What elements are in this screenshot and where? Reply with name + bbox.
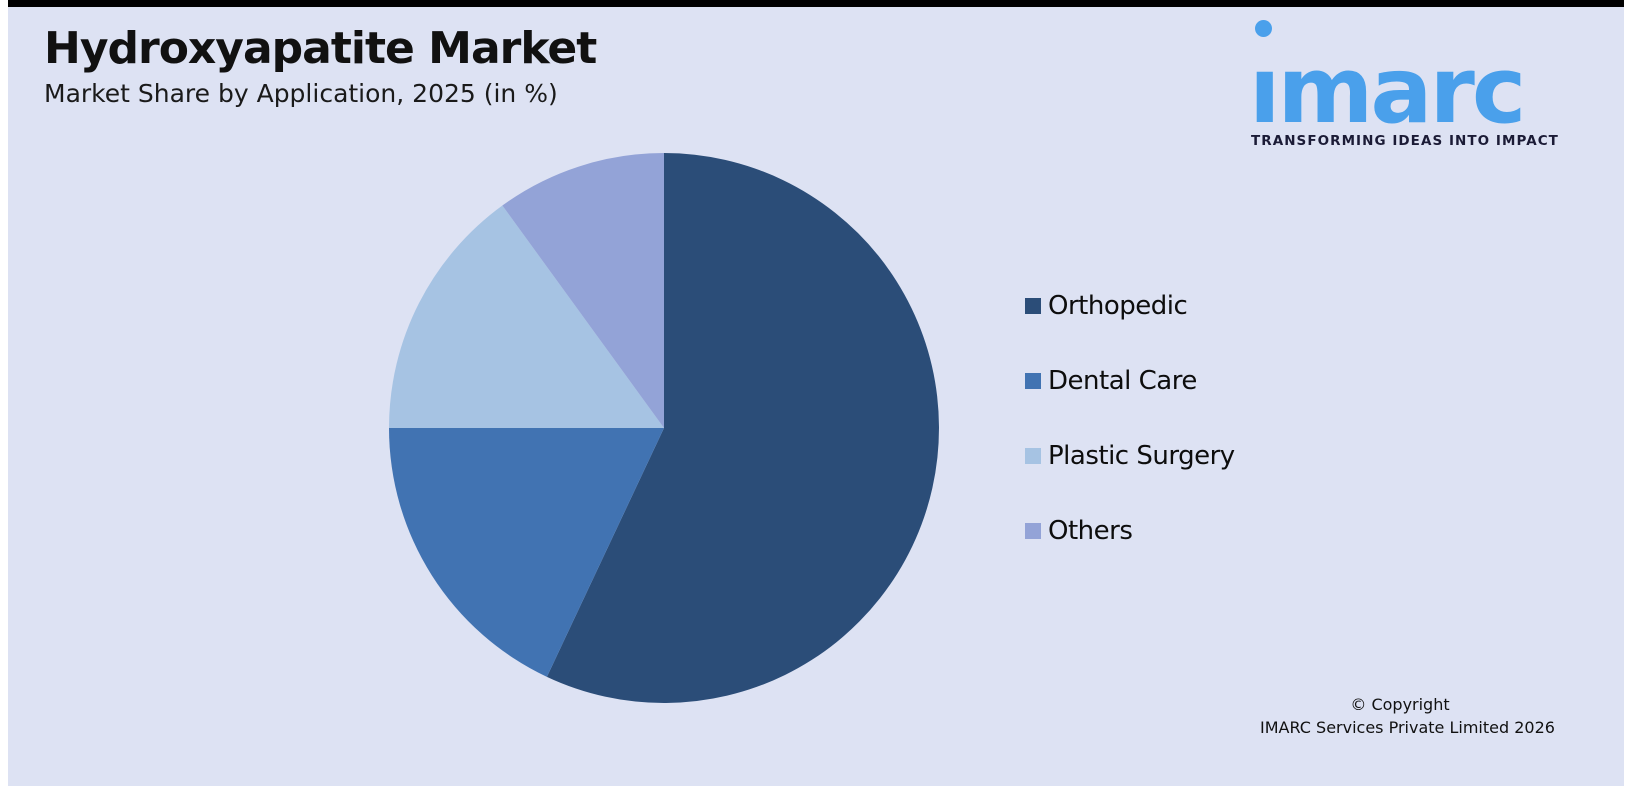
pie-slice-plastic-surgery <box>389 205 664 428</box>
imarc-logo: ımarc TRANSFORMING IDEAS INTO IMPACT <box>1248 19 1558 161</box>
legend-item-others: Others <box>1025 516 1235 546</box>
legend-swatch-orthopedic <box>1025 298 1041 314</box>
pie-slice-dental-care <box>389 428 664 677</box>
pie-chart <box>389 153 939 703</box>
legend-item-plastic-surgery: Plastic Surgery <box>1025 441 1235 471</box>
pie-slice-orthopedic <box>546 153 939 703</box>
legend-swatch-plastic-surgery <box>1025 448 1041 464</box>
legend-item-dental-care: Dental Care <box>1025 366 1235 396</box>
logo-wordmark: ımarc <box>1249 37 1526 144</box>
pie-slice-others <box>502 153 664 428</box>
legend-label: Dental Care <box>1048 366 1197 396</box>
logo-dot-icon <box>1255 20 1272 37</box>
legend-item-orthopedic: Orthopedic <box>1025 291 1235 321</box>
logo-tagline: TRANSFORMING IDEAS INTO IMPACT <box>1251 133 1559 149</box>
pie-chart-svg <box>389 153 939 703</box>
infographic-card: Hydroxyapatite Market Market Share by Ap… <box>8 0 1624 786</box>
legend-swatch-others <box>1025 523 1041 539</box>
page-title: Hydroxyapatite Market <box>44 23 597 74</box>
chart-legend: Orthopedic Dental Care Plastic Surgery O… <box>1025 291 1235 546</box>
legend-swatch-dental-care <box>1025 373 1041 389</box>
copyright-line2: IMARC Services Private Limited 2026 <box>1260 718 1555 737</box>
legend-label: Orthopedic <box>1048 291 1188 321</box>
chart-subtitle: Market Share by Application, 2025 (in %) <box>44 79 558 108</box>
copyright-line1: © Copyright <box>1350 695 1450 714</box>
legend-label: Others <box>1048 516 1133 546</box>
legend-label: Plastic Surgery <box>1048 441 1235 471</box>
copyright-notice: © Copyright IMARC Services Private Limit… <box>1260 693 1555 739</box>
